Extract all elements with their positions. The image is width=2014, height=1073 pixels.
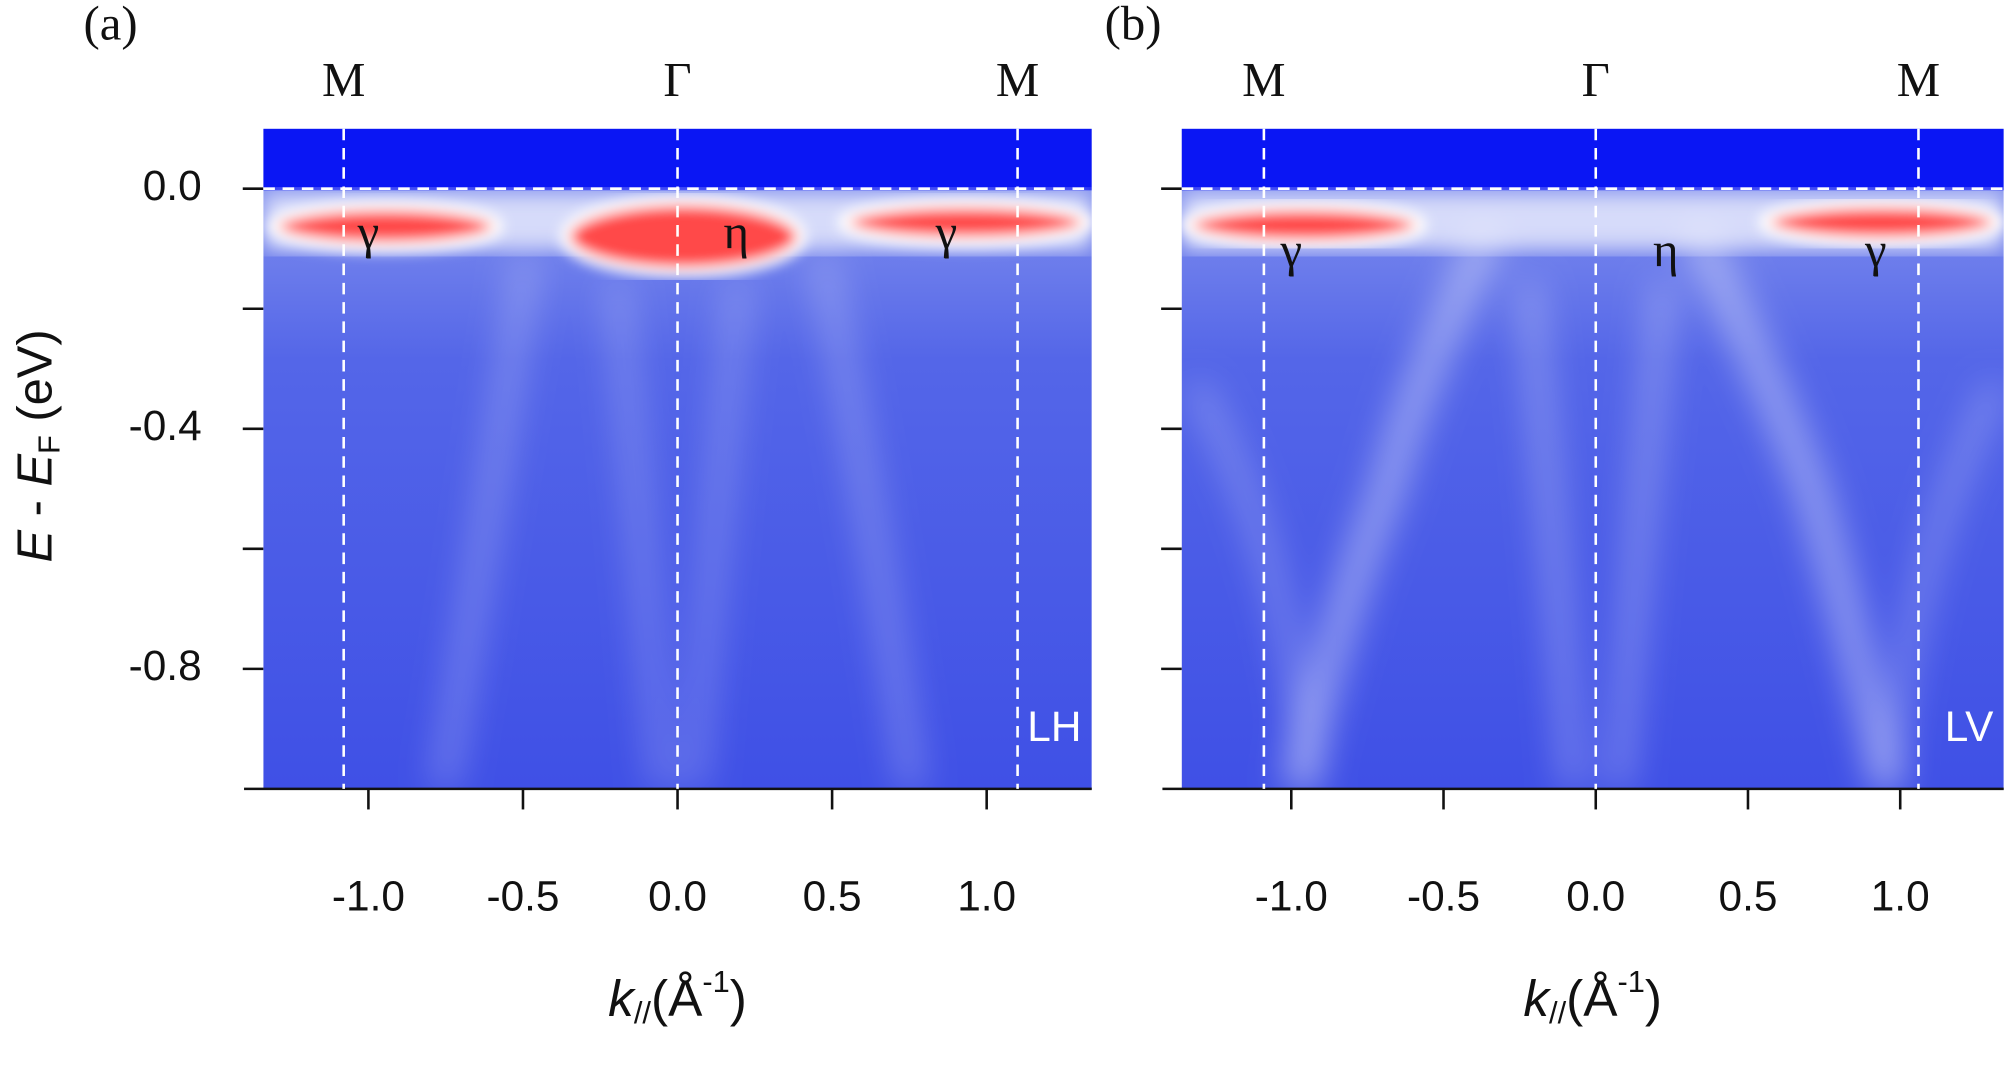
y-tick-label: -0.8 — [129, 642, 202, 689]
y-tick-label: -0.4 — [129, 402, 202, 449]
x-axis-label-part: (Å — [1566, 969, 1618, 1027]
spectrum-image — [1181, 128, 2004, 789]
high-symmetry-label: M — [322, 53, 365, 107]
high-symmetry-label: Γ — [663, 53, 691, 107]
y-axis-label-part: F — [32, 435, 67, 454]
x-axis-label-part: (Å — [651, 969, 703, 1027]
band-label: η — [1653, 223, 1679, 277]
y-axis-label-part: (eV) — [8, 329, 62, 435]
x-axis-label: k//(Å-1) — [1523, 964, 1662, 1030]
x-axis-label-part: -1 — [1618, 964, 1645, 999]
x-tick-label: -0.5 — [486, 873, 559, 920]
x-tick-label: 0.5 — [803, 873, 862, 920]
x-tick-label: 1.0 — [1871, 873, 1930, 920]
polarization-label: LV — [1945, 703, 1994, 750]
polarization-label: LH — [1027, 703, 1081, 750]
x-axis-label-part: k — [608, 969, 636, 1027]
y-axis-label-part: - — [8, 487, 62, 530]
high-symmetry-label: Γ — [1582, 53, 1610, 107]
band-label: γ — [1280, 223, 1303, 277]
band-label: γ — [1864, 223, 1887, 277]
x-tick-label: 1.0 — [957, 873, 1016, 920]
x-tick-label: -1.0 — [1255, 873, 1328, 920]
high-symmetry-label: M — [1897, 53, 1940, 107]
high-symmetry-label: M — [996, 53, 1039, 107]
x-tick-label: -0.5 — [1407, 873, 1480, 920]
x-axis-label-part: ) — [1645, 969, 1662, 1027]
x-tick-label: 0.5 — [1719, 873, 1778, 920]
band-label: γ — [357, 205, 380, 259]
spectrum-image — [263, 128, 1092, 789]
panel-label: (a) — [83, 0, 137, 51]
band-label: γ — [935, 205, 958, 259]
x-tick-label: 0.0 — [1566, 873, 1625, 920]
y-axis-label-part: E — [8, 529, 62, 562]
x-tick-label: 0.0 — [648, 873, 707, 920]
x-axis-label-part: // — [634, 995, 652, 1030]
band-label: η — [724, 205, 750, 259]
y-axis-label-part: E — [8, 454, 62, 487]
x-axis-label: k//(Å-1) — [608, 964, 747, 1030]
x-axis-label-part: k — [1523, 969, 1551, 1027]
x-tick-label: -1.0 — [332, 873, 405, 920]
y-tick-label: 0.0 — [143, 162, 202, 209]
y-axis-label: E - EF (eV) — [8, 329, 66, 562]
x-axis-label-part: -1 — [702, 964, 729, 999]
panel-label: (b) — [1105, 0, 1162, 51]
high-symmetry-label: M — [1242, 53, 1285, 107]
x-axis-label-part: // — [1549, 995, 1567, 1030]
x-axis-label-part: ) — [730, 969, 747, 1027]
